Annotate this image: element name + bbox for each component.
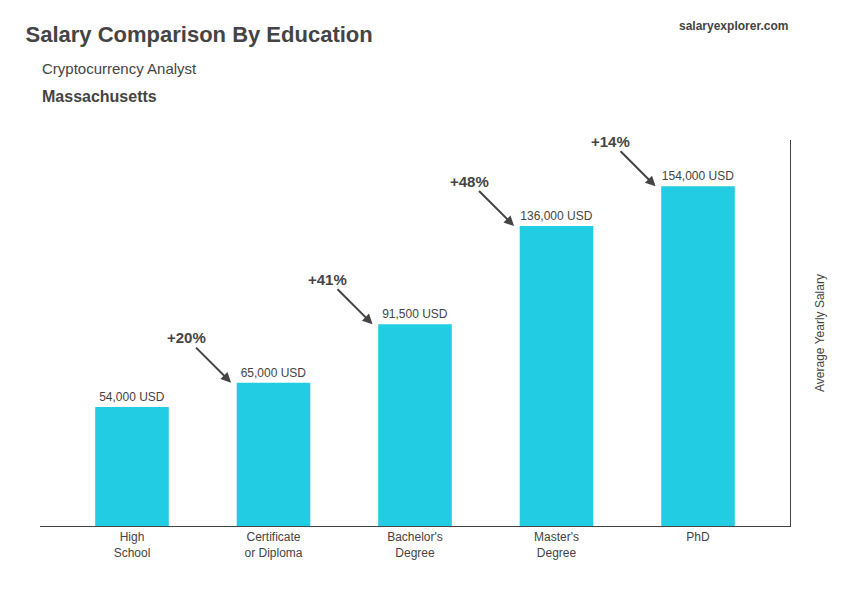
svg-text:+41%: +41% [308, 271, 347, 288]
svg-text:Cryptocurrency Analyst: Cryptocurrency Analyst [42, 60, 197, 77]
svg-text:+14%: +14% [591, 133, 630, 150]
svg-text:salaryexplorer.com: salaryexplorer.com [679, 19, 788, 33]
svg-text:Certificateor Diploma: Certificateor Diploma [244, 530, 302, 560]
svg-text:HighSchool: HighSchool [114, 530, 151, 560]
svg-text:Massachusetts: Massachusetts [42, 88, 157, 105]
svg-text:+20%: +20% [167, 329, 206, 346]
svg-text:PhD: PhD [686, 530, 710, 544]
svg-text:54,000 USD: 54,000 USD [99, 390, 165, 404]
svg-text:Bachelor'sDegree: Bachelor'sDegree [387, 530, 443, 560]
svg-text:65,000 USD: 65,000 USD [241, 366, 307, 380]
svg-text:+48%: +48% [450, 173, 489, 190]
svg-text:154,000 USD: 154,000 USD [662, 169, 734, 183]
svg-text:Average Yearly Salary: Average Yearly Salary [813, 274, 827, 392]
svg-text:Salary Comparison By Education: Salary Comparison By Education [26, 22, 373, 47]
svg-text:Master'sDegree: Master'sDegree [534, 530, 579, 560]
svg-text:91,500 USD: 91,500 USD [382, 307, 448, 321]
svg-text:136,000 USD: 136,000 USD [520, 209, 592, 223]
